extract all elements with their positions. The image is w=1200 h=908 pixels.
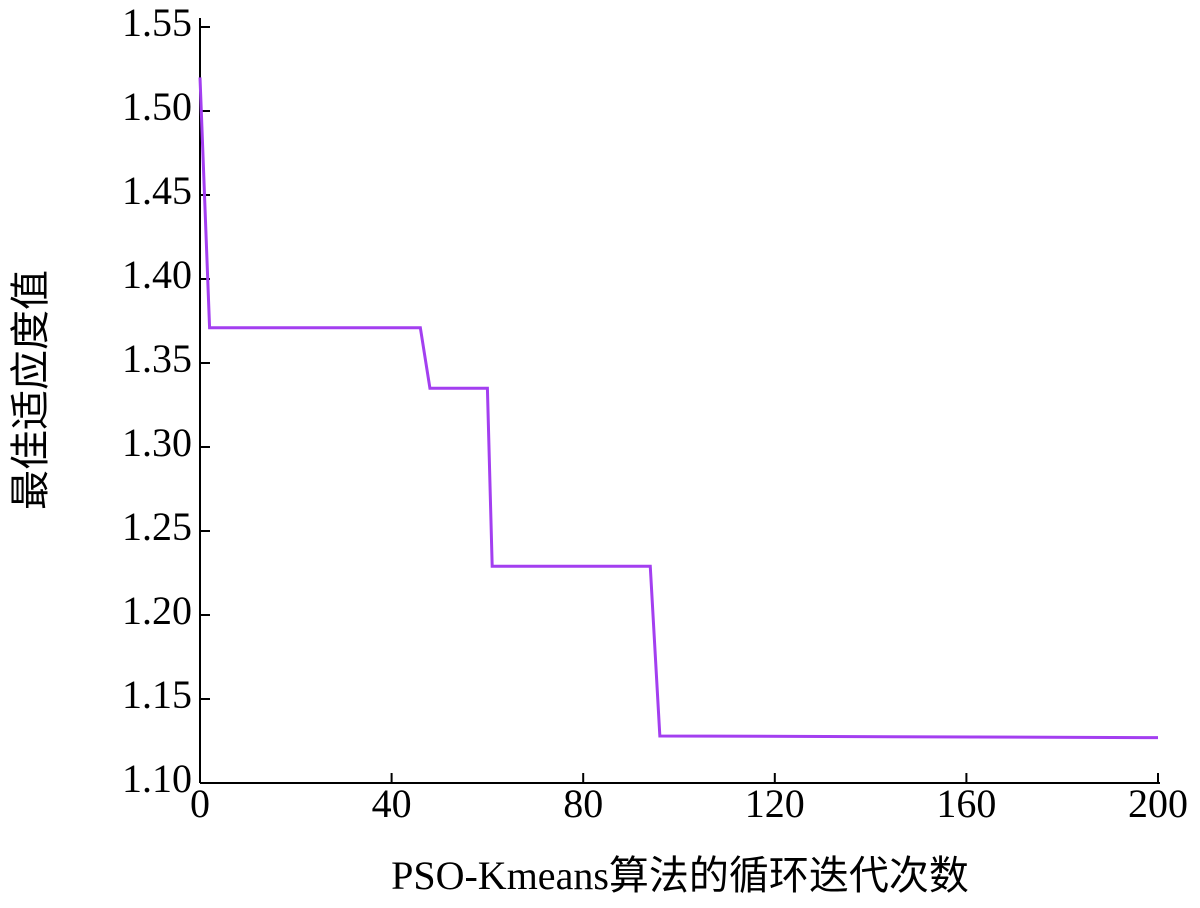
x-tick-label: 200 — [1128, 781, 1188, 826]
line — [198, 77, 1159, 740]
y-tick-label: 1.10 — [122, 756, 192, 801]
x-tick-label: 160 — [936, 781, 996, 826]
y-tick-label: 1.40 — [122, 252, 192, 297]
y-tick-label: 1.35 — [122, 336, 192, 381]
y-tick-label: 1.30 — [122, 420, 192, 465]
x-tick-label: 40 — [372, 781, 412, 826]
y-tick-label: 1.25 — [122, 504, 192, 549]
y-tick-label: 1.15 — [122, 672, 192, 717]
x-axis-label: PSO-Kmeans算法的循环迭代次数 — [391, 853, 969, 898]
y-axis-label: 最佳适应度值 — [8, 270, 53, 510]
x-tick-label: 120 — [745, 781, 805, 826]
x-tick-label: 0 — [190, 781, 210, 826]
y-tick-label: 1.55 — [122, 0, 192, 45]
y-tick-label: 1.50 — [122, 84, 192, 129]
y-tick-label: 1.20 — [122, 588, 192, 633]
x-tick-label: 80 — [563, 781, 603, 826]
y-tick-label: 1.45 — [122, 168, 192, 213]
